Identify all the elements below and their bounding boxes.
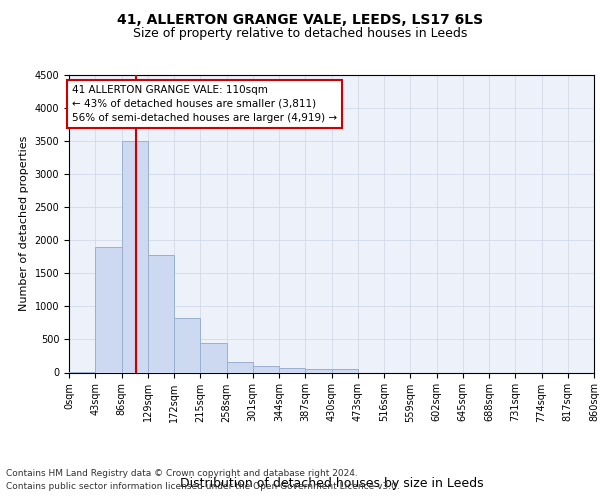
Bar [253, 366, 279, 372]
Text: 41 ALLERTON GRANGE VALE: 110sqm
← 43% of detached houses are smaller (3,811)
56%: 41 ALLERTON GRANGE VALE: 110sqm ← 43% of… [72, 85, 337, 123]
Bar [121, 141, 148, 372]
Bar [227, 362, 253, 372]
Bar [279, 368, 305, 372]
X-axis label: Distribution of detached houses by size in Leeds: Distribution of detached houses by size … [179, 477, 484, 490]
Text: 41, ALLERTON GRANGE VALE, LEEDS, LS17 6LS: 41, ALLERTON GRANGE VALE, LEEDS, LS17 6L… [117, 12, 483, 26]
Text: Contains public sector information licensed under the Open Government Licence v3: Contains public sector information licen… [6, 482, 400, 491]
Bar [305, 368, 331, 372]
Bar [174, 318, 200, 372]
Bar [148, 255, 174, 372]
Text: Size of property relative to detached houses in Leeds: Size of property relative to detached ho… [133, 28, 467, 40]
Y-axis label: Number of detached properties: Number of detached properties [19, 136, 29, 312]
Bar [200, 343, 227, 372]
Text: Contains HM Land Registry data © Crown copyright and database right 2024.: Contains HM Land Registry data © Crown c… [6, 468, 358, 477]
Bar [331, 369, 358, 372]
Bar [95, 247, 121, 372]
